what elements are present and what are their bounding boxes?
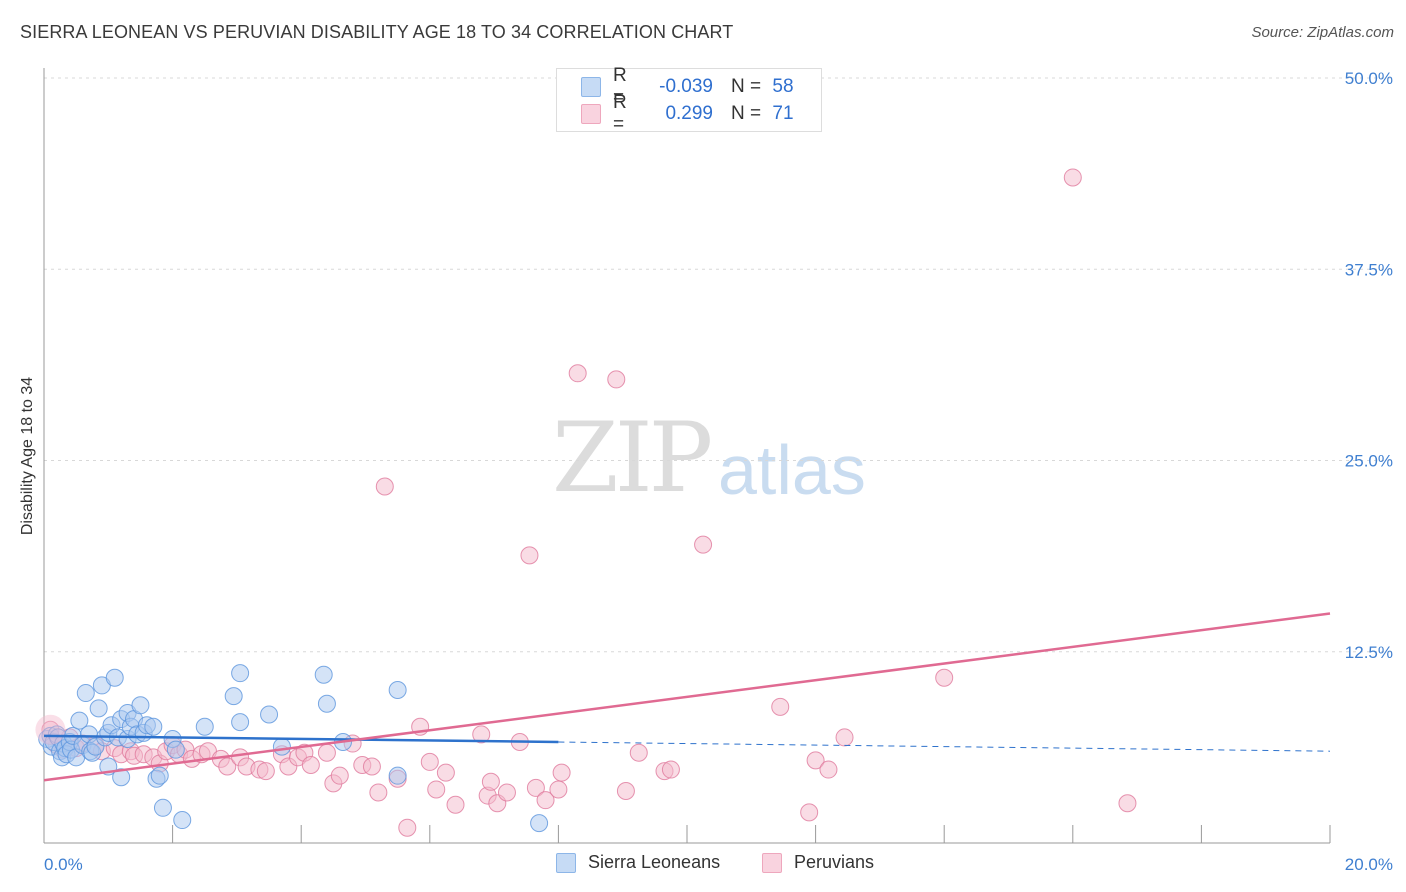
legend-n-value: 58 [772,76,794,97]
peruvians-point [446,795,465,814]
sierra-leoneans-point [195,717,214,736]
source-label: Source: ZipAtlas.com [1251,24,1394,41]
sierra-leoneans-point [166,740,185,759]
peruvians-point [398,818,417,837]
sierra-leoneans-point [89,699,108,718]
sierra-leoneans-point [388,681,407,699]
sierra-leoneans-trendline [43,734,559,744]
peruvians-point [819,760,838,779]
legend-r-label: R = [613,92,627,135]
peruvians-point [330,766,349,785]
legend-n-label: N = [731,103,762,124]
peruvians-point [375,477,394,496]
sierra-leoneans-point [272,737,291,756]
peruvians-point [800,803,819,822]
x-tick-label: 0.0% [44,855,83,874]
bottom-legend-label: Peruvians [794,852,875,872]
peruvians-point [369,783,388,802]
sierra-leoneans-point [144,717,163,736]
peruvians-point [362,757,381,776]
sierra-leoneans-point [530,814,549,833]
peruvians-point [256,762,275,781]
sierra-leoneans-trendline-extension [558,741,1331,752]
sierra-leoneans-point [388,766,407,785]
legend-swatch-blue [581,77,601,97]
peruvians-point [629,743,648,762]
legend-n-label: N = [731,76,762,97]
sierra-leoneans-point [153,798,172,817]
sierra-leoneans-point [150,766,169,785]
sierra-leoneans-point [112,768,131,787]
peruvians-point [568,364,587,383]
y-tick-label: 25.0% [1345,452,1393,471]
sierra-leoneans-point [76,684,95,703]
peruvians-point [536,791,555,810]
bottom-legend-swatch-blue [556,852,576,873]
sierra-leoneans-point [224,687,243,706]
bottom-legend-peruvians: Peruvians [762,852,874,873]
legend-row-sierra-leoneans: R = -0.039 N = 58 [581,65,803,108]
sierra-leoneans-point [105,668,124,687]
peruvians-point [497,783,516,802]
legend-r-label: R = [613,65,627,108]
peruvians-point [835,728,854,747]
peruvians-point [661,760,680,779]
bottom-legend-swatch-pink [762,852,782,873]
y-tick-label: 37.5% [1345,260,1393,279]
peruvians-point [481,772,500,791]
peruvians-point [1063,168,1082,187]
sierra-leoneans-point [231,713,250,732]
sierra-leoneans-point [314,665,333,684]
watermark-atlas: atlas [718,431,866,509]
peruvians-point [771,697,790,716]
sierra-leoneans-point [131,696,150,715]
y-tick-label: 12.5% [1345,643,1393,662]
peruvians-point [472,725,491,744]
peruvians-point [436,763,455,782]
peruvians-point [520,546,539,565]
peruvians-trendline [43,612,1331,782]
chart-title: SIERRA LEONEAN VS PERUVIAN DISABILITY AG… [20,22,734,42]
bottom-legend-sierra-leoneans: Sierra Leoneans [556,852,720,873]
sierra-leoneans-point [173,811,192,830]
legend-r-value: -0.039 [659,76,713,97]
sierra-leoneans-point [317,694,336,713]
peruvians-point [1118,794,1137,813]
peruvians-point [935,668,954,687]
legend-n-value: 71 [772,103,794,124]
watermark-zip: ZIP [552,402,713,514]
legend-row-peruvians: R = 0.299 N = 71 [581,92,803,135]
correlation-legend: R = -0.039 N = 58 R = 0.299 N = 71 [556,65,822,135]
bottom-legend-label: Sierra Leoneans [588,852,721,872]
peruvians-point [420,752,439,771]
peruvians-point [526,778,545,797]
peruvians-point [616,781,635,800]
peruvians-point [552,763,571,782]
sierra-leoneans-point [260,705,279,724]
x-tick-label: 20.0% [1345,855,1393,874]
peruvians-point [317,743,336,762]
peruvians-point [694,535,713,554]
peruvians-point [301,755,320,774]
y-tick-label: 50.0% [1345,69,1393,88]
legend-r-value: 0.299 [665,103,713,124]
peruvians-point [806,751,825,770]
sierra-leoneans-point [231,664,250,683]
legend-swatch-pink [581,104,601,124]
peruvians-point [607,370,626,389]
peruvians-point [218,757,237,776]
sierra-leoneans-point [70,711,89,730]
peruvians-point [549,780,568,799]
peruvians-point [427,780,446,799]
peruvians-cluster-point [35,714,66,745]
